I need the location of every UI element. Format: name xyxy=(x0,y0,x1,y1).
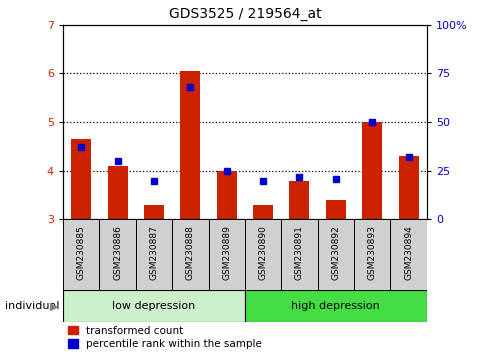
Text: individual: individual xyxy=(5,301,59,311)
Text: GSM230894: GSM230894 xyxy=(403,225,412,280)
Bar xyxy=(63,219,99,290)
Bar xyxy=(208,219,244,290)
Text: GSM230890: GSM230890 xyxy=(258,225,267,280)
Bar xyxy=(172,219,208,290)
Bar xyxy=(325,200,345,219)
Legend: transformed count, percentile rank within the sample: transformed count, percentile rank withi… xyxy=(68,326,261,349)
Bar xyxy=(353,219,390,290)
Text: GSM230887: GSM230887 xyxy=(149,225,158,280)
Bar xyxy=(244,290,426,322)
Bar xyxy=(63,290,244,322)
Bar xyxy=(136,219,172,290)
Bar xyxy=(390,219,426,290)
Bar xyxy=(281,219,317,290)
Text: GSM230886: GSM230886 xyxy=(113,225,122,280)
Bar xyxy=(71,139,91,219)
Text: GSM230892: GSM230892 xyxy=(331,225,340,280)
Bar xyxy=(180,71,200,219)
Bar xyxy=(107,166,127,219)
Text: GSM230889: GSM230889 xyxy=(222,225,231,280)
Title: GDS3525 / 219564_at: GDS3525 / 219564_at xyxy=(168,7,320,21)
Text: GSM230885: GSM230885 xyxy=(76,225,86,280)
Bar xyxy=(398,156,418,219)
Bar xyxy=(253,205,272,219)
Bar xyxy=(144,205,164,219)
Bar xyxy=(289,181,309,219)
Text: low depression: low depression xyxy=(112,301,195,311)
Text: GSM230891: GSM230891 xyxy=(294,225,303,280)
Bar xyxy=(99,219,136,290)
Text: GSM230893: GSM230893 xyxy=(367,225,376,280)
Bar xyxy=(317,219,353,290)
Text: GSM230888: GSM230888 xyxy=(185,225,195,280)
Bar xyxy=(362,122,381,219)
Bar xyxy=(216,171,236,219)
Text: ▶: ▶ xyxy=(49,301,58,311)
Bar xyxy=(244,219,281,290)
Text: high depression: high depression xyxy=(291,301,379,311)
